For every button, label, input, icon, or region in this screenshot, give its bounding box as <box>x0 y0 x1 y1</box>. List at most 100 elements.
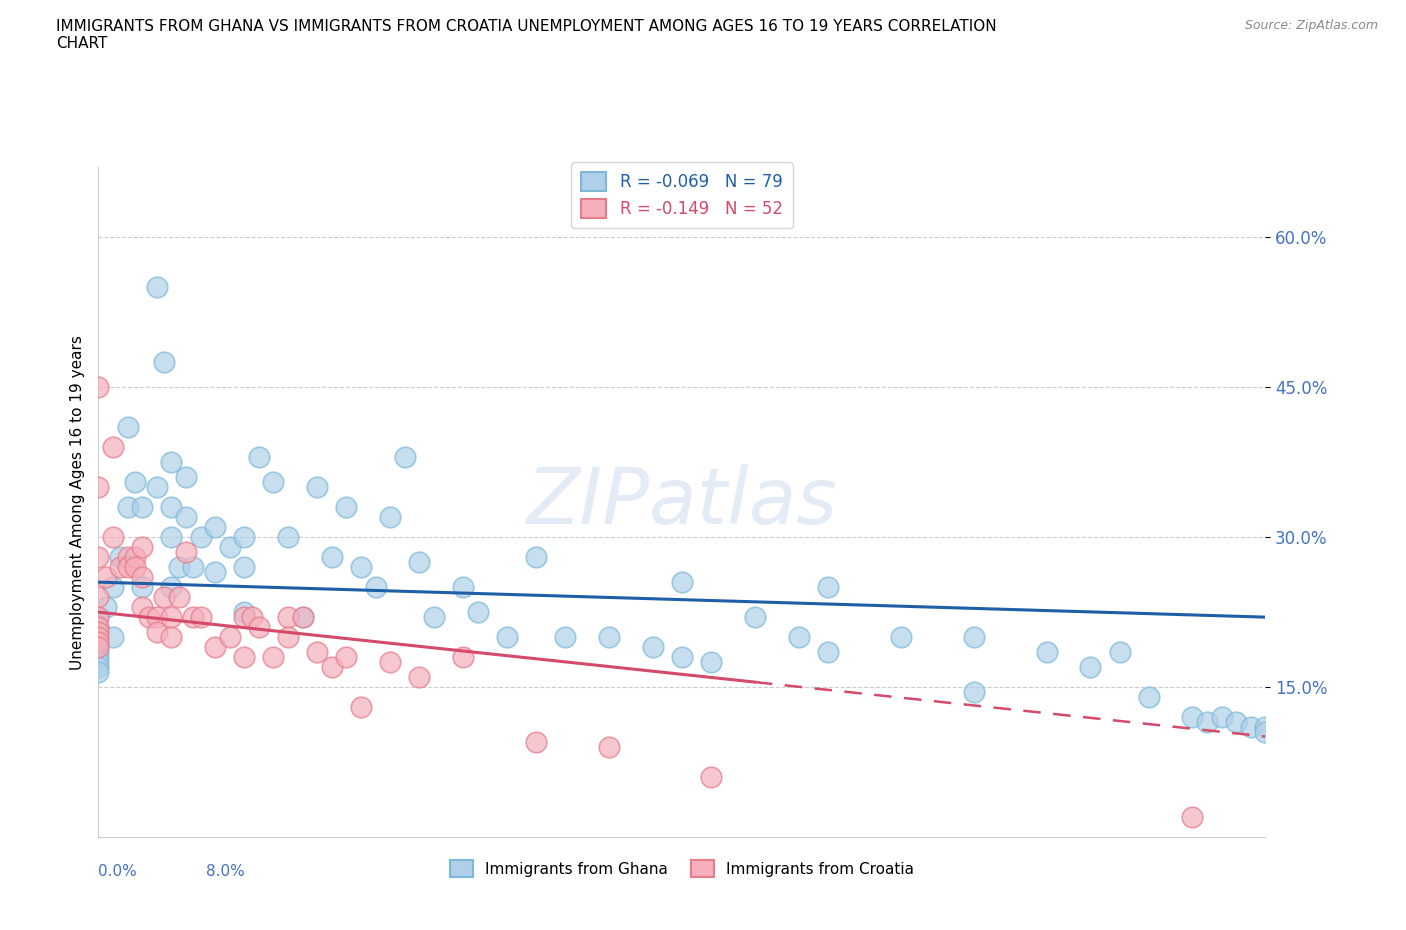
Point <box>117 499 139 514</box>
Point <box>744 610 766 625</box>
Point <box>87 655 110 670</box>
Point <box>117 550 139 565</box>
Point <box>700 770 723 785</box>
Point <box>181 610 204 625</box>
Point <box>160 610 183 625</box>
Point <box>240 610 263 625</box>
Point <box>1211 710 1233 724</box>
Point <box>87 659 110 674</box>
Point <box>233 560 256 575</box>
Point <box>110 550 132 565</box>
Point <box>87 650 110 665</box>
Point <box>700 655 723 670</box>
Point <box>87 619 110 634</box>
Point <box>321 550 343 565</box>
Point <box>87 625 110 640</box>
Text: IMMIGRANTS FROM GHANA VS IMMIGRANTS FROM CROATIA UNEMPLOYMENT AMONG AGES 16 TO 1: IMMIGRANTS FROM GHANA VS IMMIGRANTS FROM… <box>56 19 997 51</box>
Point <box>94 570 117 585</box>
Point <box>124 475 146 490</box>
Point <box>160 530 183 545</box>
Point <box>146 280 169 295</box>
Point <box>146 480 169 495</box>
Point <box>1225 714 1247 729</box>
Point <box>124 550 146 565</box>
Point <box>671 575 693 590</box>
Point <box>1137 690 1160 705</box>
Point <box>408 554 430 569</box>
Point <box>1195 714 1218 729</box>
Point <box>87 550 110 565</box>
Y-axis label: Unemployment Among Ages 16 to 19 years: Unemployment Among Ages 16 to 19 years <box>69 335 84 670</box>
Point <box>124 560 146 575</box>
Point <box>291 610 314 625</box>
Point <box>218 630 240 644</box>
Point <box>190 530 212 545</box>
Point <box>1240 720 1263 735</box>
Point <box>101 440 124 455</box>
Point <box>153 590 176 604</box>
Point <box>174 510 197 525</box>
Point <box>87 590 110 604</box>
Point <box>87 644 110 659</box>
Point <box>598 739 620 754</box>
Point <box>247 450 270 465</box>
Point <box>321 659 343 674</box>
Point <box>87 630 110 644</box>
Point <box>218 539 240 554</box>
Point <box>962 684 984 699</box>
Point <box>554 630 576 644</box>
Point <box>87 640 110 655</box>
Point <box>335 650 357 665</box>
Point <box>335 499 357 514</box>
Point <box>262 650 284 665</box>
Point <box>380 510 402 525</box>
Point <box>423 610 446 625</box>
Point <box>174 470 197 485</box>
Point <box>87 640 110 655</box>
Point <box>277 610 299 625</box>
Point <box>451 579 474 594</box>
Point <box>817 579 839 594</box>
Point <box>160 499 183 514</box>
Point <box>641 640 664 655</box>
Point <box>87 619 110 634</box>
Point <box>1254 724 1277 739</box>
Point <box>598 630 620 644</box>
Text: 0.0%: 0.0% <box>98 864 138 879</box>
Point <box>524 550 547 565</box>
Point <box>117 419 139 434</box>
Point <box>350 560 373 575</box>
Point <box>87 610 110 625</box>
Point <box>160 579 183 594</box>
Point <box>233 610 256 625</box>
Point <box>87 634 110 649</box>
Point <box>890 630 912 644</box>
Point <box>131 579 153 594</box>
Point <box>247 619 270 634</box>
Point <box>131 499 153 514</box>
Point <box>101 579 124 594</box>
Point <box>307 644 329 659</box>
Point <box>131 600 153 615</box>
Point <box>451 650 474 665</box>
Point <box>364 579 387 594</box>
Point <box>408 670 430 684</box>
Point <box>262 475 284 490</box>
Point <box>117 560 139 575</box>
Point <box>233 604 256 619</box>
Point <box>1181 710 1204 724</box>
Point <box>160 455 183 470</box>
Point <box>1035 644 1057 659</box>
Point <box>87 634 110 649</box>
Text: ZIPatlas: ZIPatlas <box>526 464 838 540</box>
Point <box>153 355 176 370</box>
Point <box>787 630 810 644</box>
Point <box>87 630 110 644</box>
Point <box>167 560 190 575</box>
Text: 8.0%: 8.0% <box>205 864 245 879</box>
Point <box>87 665 110 680</box>
Point <box>87 480 110 495</box>
Point <box>131 539 153 554</box>
Point <box>233 650 256 665</box>
Point <box>307 480 329 495</box>
